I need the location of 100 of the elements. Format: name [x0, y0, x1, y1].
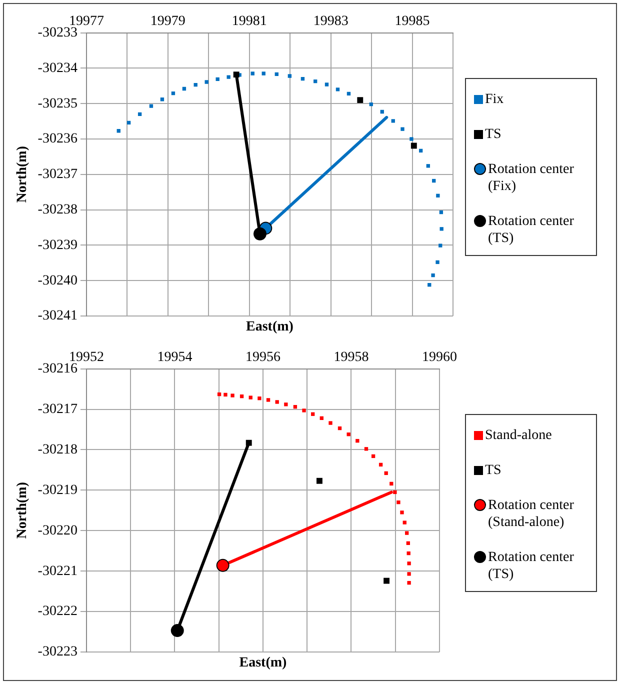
point: [391, 119, 395, 123]
legend-label: Rotation center (Fix): [488, 161, 575, 195]
point: [246, 440, 252, 446]
point: [224, 392, 228, 397]
x-tick-label: 19979: [150, 14, 186, 30]
point: [436, 194, 440, 198]
legend-label: TS: [485, 126, 502, 143]
point: [240, 394, 244, 398]
point: [194, 83, 198, 87]
point: [431, 273, 435, 278]
point: [258, 396, 262, 400]
y-tick-label: -30237: [38, 167, 78, 182]
point: [426, 164, 430, 168]
point: [402, 520, 406, 524]
point: [316, 478, 322, 484]
point: [393, 490, 397, 494]
legend-label: TS: [485, 462, 502, 479]
y-tick-label: -30220: [38, 523, 78, 538]
point: [440, 227, 444, 231]
y-tick-label: -30222: [38, 604, 78, 620]
point: [160, 98, 164, 102]
y-tick-label: -30219: [38, 482, 78, 498]
y-tick-label: -30216: [38, 361, 78, 376]
point: [300, 76, 305, 81]
point: [346, 432, 350, 436]
point: [407, 572, 411, 576]
point: [436, 260, 440, 264]
point: [378, 462, 383, 467]
point: [380, 110, 384, 114]
y-tick-label: -30217: [38, 402, 78, 417]
point: [400, 510, 404, 514]
point: [248, 396, 252, 400]
point: [405, 531, 409, 535]
point: [311, 412, 315, 416]
x-tick-label: 19960: [422, 350, 457, 366]
point: [338, 426, 342, 430]
x-tick-label: 19954: [157, 350, 192, 366]
point: [170, 624, 184, 638]
y-tick-label: -30240: [38, 273, 78, 288]
legend-label: Rotation center (TS): [488, 213, 575, 247]
y-tick-label: -30241: [38, 308, 78, 324]
y-tick-label: -30234: [38, 60, 78, 76]
point: [138, 112, 142, 116]
point: [407, 562, 411, 566]
point: [406, 551, 410, 556]
point: [182, 86, 186, 91]
point: [216, 558, 230, 572]
point: [369, 102, 373, 106]
point: [432, 178, 436, 183]
x-tick-label: 19985: [394, 14, 430, 30]
point: [439, 210, 444, 214]
y-tick-label: -30236: [38, 132, 78, 147]
point: [396, 500, 400, 504]
point: [428, 283, 432, 287]
point: [116, 129, 120, 133]
point: [250, 72, 254, 76]
point: [324, 82, 329, 86]
x-axis-title: East(m): [246, 320, 294, 335]
point: [320, 416, 324, 420]
x-axis-title: East(m): [239, 656, 288, 671]
point: [262, 72, 266, 76]
point: [328, 421, 332, 425]
y-tick-label: -30235: [38, 96, 78, 112]
point: [233, 72, 240, 78]
x-tick-label: 19958: [334, 350, 369, 366]
point: [204, 80, 208, 84]
y-tick-label: -30233: [38, 25, 78, 40]
point: [364, 447, 368, 451]
legend-label: Fix: [485, 91, 504, 108]
point: [410, 137, 414, 141]
y-axis-title: North(m): [15, 146, 30, 203]
y-tick-label: -30218: [38, 442, 78, 458]
y-tick-label: -30223: [38, 644, 78, 660]
point: [407, 580, 411, 585]
x-tick-label: 19981: [232, 14, 267, 30]
point: [253, 227, 266, 240]
point: [226, 75, 230, 79]
point: [356, 438, 360, 443]
point: [275, 400, 279, 404]
point: [346, 92, 351, 96]
y-tick-label: -30221: [38, 564, 78, 579]
point: [418, 148, 423, 153]
point: [302, 408, 306, 412]
point: [336, 88, 340, 92]
point: [406, 541, 410, 546]
point: [384, 578, 390, 584]
point: [230, 394, 234, 398]
point: [288, 74, 292, 78]
legend-label: Stand-alone: [485, 427, 552, 444]
point: [171, 91, 176, 96]
point: [400, 127, 404, 131]
point: [357, 97, 364, 104]
point: [274, 72, 278, 76]
point: [284, 402, 288, 406]
point: [126, 120, 131, 125]
legend-label: Rotation center (TS): [488, 549, 575, 583]
x-tick-label: 19983: [313, 14, 348, 30]
point: [216, 77, 220, 82]
legend-label: Rotation center (Stand-alone): [488, 497, 575, 531]
point: [149, 104, 154, 108]
